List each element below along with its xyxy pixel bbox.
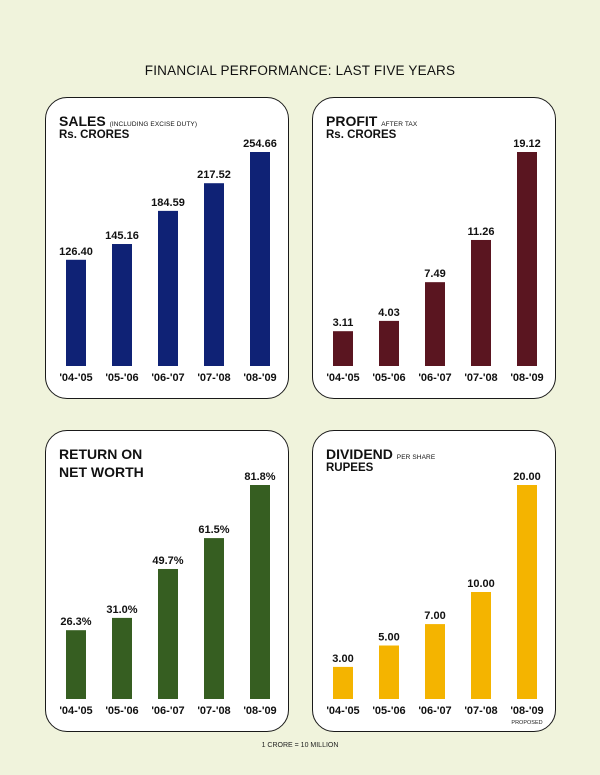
profit-data-label-0: 3.11 bbox=[333, 317, 354, 329]
dividend-annotation-0: PROPOSED bbox=[511, 720, 542, 726]
sales-tick-label-4: '08-'09 bbox=[243, 372, 276, 384]
dividend-data-label-2: 7.00 bbox=[424, 610, 445, 622]
sales-tick-label-2: '06-'07 bbox=[151, 372, 184, 384]
rnw-tick-label-3: '07-'08 bbox=[197, 705, 230, 717]
profit-bar-2 bbox=[425, 282, 445, 366]
profit-data-label-4: 19.12 bbox=[513, 138, 541, 150]
profit-data-label-1: 4.03 bbox=[378, 307, 399, 319]
footnote: 1 CRORE = 10 MILLION bbox=[261, 742, 339, 749]
rnw-bar-3 bbox=[204, 538, 224, 699]
return-on-net-worth-chart-title: RETURN ON NET WORTH bbox=[59, 445, 144, 481]
sales-title-qualifier: (INCLUDING EXCISE DUTY) bbox=[109, 121, 198, 128]
rnw-title-line1: RETURN ON bbox=[59, 446, 143, 462]
dividend-bar-0 bbox=[333, 666, 353, 699]
profit-tick-label-4: '08-'09 bbox=[510, 372, 543, 384]
profit-bar-0 bbox=[333, 331, 353, 366]
profit-tick-label-1: '05-'06 bbox=[372, 372, 405, 384]
sales-bar-0 bbox=[66, 259, 86, 366]
rnw-data-label-1: 31.0% bbox=[106, 604, 137, 616]
profit-tick-label-2: '06-'07 bbox=[418, 372, 451, 384]
dividend-tick-label-3: '07-'08 bbox=[464, 705, 497, 717]
sales-chart-panel: SALES (INCLUDING EXCISE DUTY) Rs. CRORES… bbox=[45, 97, 289, 399]
sales-data-label-3: 217.52 bbox=[197, 169, 231, 181]
profit-bar-3 bbox=[471, 239, 491, 366]
dividend-unit-label: RUPEES bbox=[326, 462, 374, 474]
profit-chart-title: PROFIT AFTER TAX bbox=[326, 112, 417, 134]
return-on-net-worth-chart-panel: RETURN ON NET WORTH 26.3% '04-'05 31.0% '05… bbox=[45, 430, 289, 732]
sales-data-label-0: 126.40 bbox=[59, 246, 93, 258]
dividend-tick-label-1: '05-'06 bbox=[372, 705, 405, 717]
dividend-bar-1 bbox=[379, 645, 399, 699]
sales-bar-4 bbox=[250, 152, 270, 366]
sales-bar-2 bbox=[158, 210, 178, 366]
sales-tick-label-3: '07-'08 bbox=[197, 372, 230, 384]
profit-data-label-2: 7.49 bbox=[424, 268, 445, 280]
profit-tick-label-0: '04-'05 bbox=[326, 372, 359, 384]
sales-bar-3 bbox=[204, 183, 224, 366]
sales-bar-1 bbox=[112, 244, 132, 366]
dividend-tick-label-0: '04-'05 bbox=[326, 705, 359, 717]
dividend-tick-label-4: '08-'09 bbox=[510, 705, 543, 717]
profit-title-main: PROFIT bbox=[326, 113, 378, 129]
rnw-bar-2 bbox=[158, 568, 178, 699]
profit-chart-panel: PROFIT AFTER TAX Rs. CRORES 3.11 '04-'05 4… bbox=[312, 97, 556, 399]
rnw-title-line2: NET WORTH bbox=[59, 464, 144, 480]
dividend-chart-panel: DIVIDEND PER SHARE RUPEES 3.00 '04-'05 5.0… bbox=[312, 430, 556, 732]
profit-bar-1 bbox=[379, 320, 399, 366]
profit-tick-label-3: '07-'08 bbox=[464, 372, 497, 384]
dividend-data-label-3: 10.00 bbox=[467, 578, 495, 590]
rnw-tick-label-2: '06-'07 bbox=[151, 705, 184, 717]
dividend-tick-label-2: '06-'07 bbox=[418, 705, 451, 717]
dividend-data-label-0: 3.00 bbox=[332, 653, 353, 665]
rnw-data-label-4: 81.8% bbox=[244, 471, 275, 483]
dividend-bar-3 bbox=[471, 592, 491, 699]
sales-title-main: SALES bbox=[59, 113, 106, 129]
rnw-tick-label-0: '04-'05 bbox=[59, 705, 92, 717]
rnw-tick-label-1: '05-'06 bbox=[105, 705, 138, 717]
sales-data-label-4: 254.66 bbox=[243, 138, 277, 150]
rnw-bar-4 bbox=[250, 485, 270, 699]
dividend-data-label-1: 5.00 bbox=[378, 632, 399, 644]
profit-bar-chart: 3.11 '04-'05 4.03 '05-'06 7.49 '06-'07 11.26 '0… bbox=[326, 138, 543, 384]
sales-tick-label-0: '04-'05 bbox=[59, 372, 92, 384]
sales-unit-label: Rs. CRORES bbox=[59, 129, 130, 141]
dividend-chart-title: DIVIDEND PER SHARE bbox=[326, 445, 435, 467]
rnw-bar-1 bbox=[112, 617, 132, 699]
rnw-bar-0 bbox=[66, 630, 86, 699]
page-title: FINANCIAL PERFORMANCE: LAST FIVE YEARS bbox=[144, 63, 456, 78]
profit-title-qualifier: AFTER TAX bbox=[381, 121, 418, 128]
rnw-data-label-0: 26.3% bbox=[60, 616, 91, 628]
dividend-bar-2 bbox=[425, 624, 445, 699]
rnw-tick-label-4: '08-'09 bbox=[243, 705, 276, 717]
sales-tick-label-1: '05-'06 bbox=[105, 372, 138, 384]
rnw-data-label-3: 61.5% bbox=[198, 524, 229, 536]
sales-data-label-1: 145.16 bbox=[105, 230, 139, 242]
profit-data-label-3: 11.26 bbox=[468, 226, 495, 238]
sales-chart-title: SALES (INCLUDING EXCISE DUTY) bbox=[59, 112, 197, 134]
sales-data-label-2: 184.59 bbox=[151, 197, 185, 209]
dividend-bar-chart: 3.00 '04-'05 5.00 '05-'06 7.00 '06-'07 10.00 '0… bbox=[326, 471, 543, 726]
profit-bar-4 bbox=[517, 152, 537, 366]
profit-unit-label: Rs. CRORES bbox=[326, 129, 397, 141]
dividend-title-main: DIVIDEND bbox=[326, 446, 393, 462]
return-on-net-worth-bar-chart: 26.3% '04-'05 31.0% '05-'06 49.7% '06-'07 61.5… bbox=[59, 471, 276, 717]
rnw-data-label-2: 49.7% bbox=[152, 555, 183, 567]
dividend-bar-4 bbox=[517, 485, 537, 699]
sales-bar-chart: 126.40 '04-'05 145.16 '05-'06 184.59 '06-'07 2… bbox=[59, 138, 277, 384]
dividend-data-label-4: 20.00 bbox=[513, 471, 541, 483]
dividend-title-qualifier: PER SHARE bbox=[396, 454, 436, 461]
